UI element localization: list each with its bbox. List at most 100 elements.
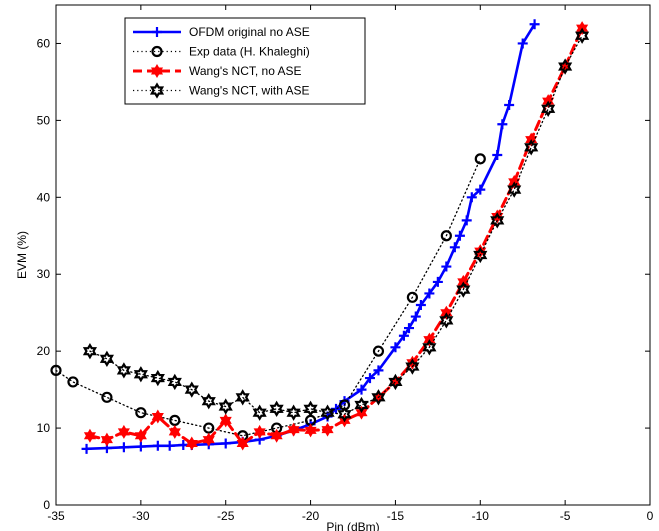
data-point [321,422,334,437]
data-point [356,384,367,395]
data-point [466,192,477,203]
data-point [406,291,418,303]
x-tick-label: 0 [647,509,654,523]
data-point [439,312,454,329]
data-point [169,414,181,426]
data-point [303,400,318,418]
data-point [253,424,266,439]
legend-label: Wang's NCT, with ASE [189,84,310,98]
data-point [497,119,508,130]
data-point [287,422,300,437]
series-4 [82,27,590,423]
data-point [398,330,409,341]
data-point [135,407,147,419]
y-tick-label: 40 [37,190,51,204]
legend-label: OFDM original no ASE [189,25,310,39]
data-point [117,424,130,439]
data-point [371,389,386,406]
data-point [372,345,385,357]
data-point [422,339,437,356]
data-point [424,288,435,299]
data-point [152,440,163,451]
data-point [507,181,522,198]
data-point [149,82,165,99]
data-point [203,422,215,434]
data-point [201,392,216,410]
data-point [151,409,164,424]
data-point [151,45,163,58]
data-point [236,436,249,451]
data-point [432,276,443,287]
x-tick-label: -25 [217,509,235,523]
x-tick-label: -15 [387,509,405,523]
series-line [55,158,481,437]
data-point [575,27,590,44]
data-point [235,389,250,406]
y-tick-label: 20 [37,344,51,358]
data-point [134,428,147,443]
data-point [150,64,164,78]
axis-ticks: -35 -30 -25 -20 -15 -10 -5 0 0 10 20 30 40 50 60 [37,5,654,523]
data-point [218,398,233,415]
data-point [517,38,528,49]
data-point [164,440,175,451]
y-tick-label: 50 [37,113,51,127]
data-point [82,342,98,360]
data-point [461,215,472,226]
data-point [118,442,129,453]
x-tick-label: -30 [132,509,150,523]
legend-label: Exp data (H. Khaleghi) [189,45,310,59]
data-point [504,100,515,110]
data-point [168,424,181,439]
data-point [390,342,401,353]
y-axis-label: EVM (%) [15,231,29,279]
data-point [202,432,215,447]
series-group [50,19,590,454]
data-point [558,58,573,75]
data-point [135,441,146,452]
data-point [116,362,131,379]
data-point [524,139,539,156]
data-point [185,436,198,451]
x-tick-label: -20 [302,509,320,523]
data-point [304,423,317,438]
data-point [449,242,460,253]
data-point [184,381,199,398]
data-point [252,404,267,421]
data-point [541,100,556,118]
x-tick-label: -5 [560,509,571,523]
data-point [150,369,165,387]
data-point [440,230,452,242]
data-point [388,373,403,391]
data-point [101,391,113,403]
data-point [269,400,284,418]
data-point [490,212,505,229]
legend-entry: Wang's NCT, no ASE [133,64,302,78]
data-point [415,300,426,310]
y-tick-label: 30 [37,267,51,281]
data-point [100,432,113,447]
data-point [50,364,62,376]
data-point [220,438,231,449]
data-point [81,443,92,454]
data-point [454,230,465,241]
data-point [152,27,162,37]
data-point [219,413,232,428]
y-tick-label: 60 [37,36,51,50]
data-point [270,428,283,443]
data-point [320,404,335,421]
x-axis-label: Pin (dBm) [326,520,379,531]
data-point [286,404,301,421]
data-point [473,246,488,264]
legend-entry: Wang's NCT, with ASE [133,82,310,99]
y-tick-label: 0 [43,498,50,512]
data-point [456,281,471,298]
data-point [67,376,79,388]
x-tick-label: -35 [47,509,65,523]
legend-label: Wang's NCT, no ASE [189,64,302,78]
data-point [337,406,352,423]
data-point [529,19,540,30]
data-point [354,396,369,414]
data-point [404,323,415,334]
